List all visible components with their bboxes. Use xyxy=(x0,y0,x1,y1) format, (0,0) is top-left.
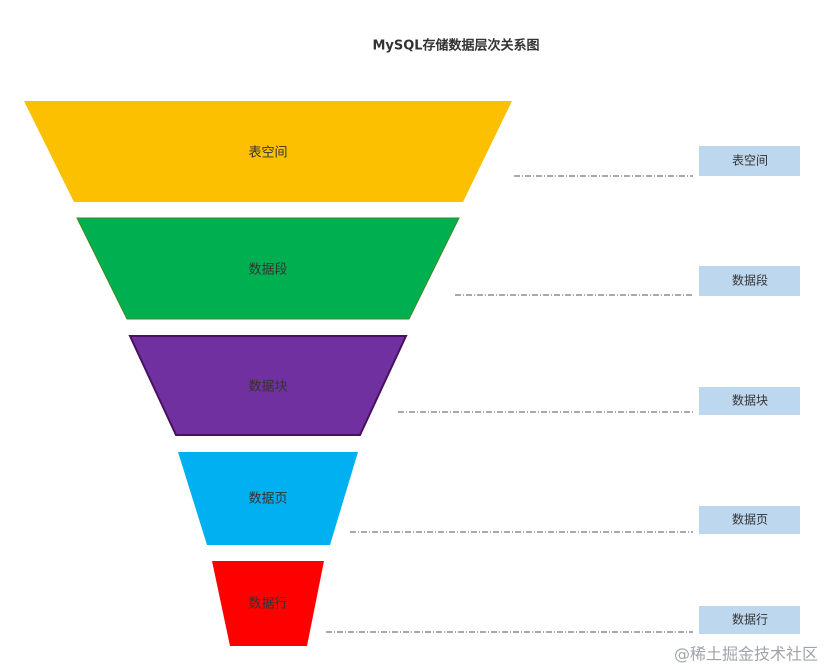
tag-box xyxy=(699,387,800,415)
tag-label: 数据页 xyxy=(732,512,768,527)
segment-label: 数据行 xyxy=(248,597,287,612)
tag-box xyxy=(699,266,800,296)
segment-label: 数据块 xyxy=(248,380,287,395)
segment-label: 表空间 xyxy=(248,146,287,161)
funnel-segment xyxy=(24,101,512,202)
funnel-segment xyxy=(178,452,358,545)
watermark: @稀土掘金技术社区 xyxy=(674,645,818,664)
tag-label: 数据块 xyxy=(732,393,768,408)
funnel-segment xyxy=(128,335,408,436)
level: 数据行 数据行 xyxy=(212,561,800,646)
level: 表空间 表空间 xyxy=(24,101,800,202)
tag-box xyxy=(699,146,800,176)
funnel-segment xyxy=(76,217,460,320)
tag-label: 表空间 xyxy=(732,154,768,168)
segment-label: 数据段 xyxy=(248,263,287,278)
tag-label: 数据行 xyxy=(732,612,768,627)
tag-box xyxy=(699,506,800,534)
tag-box xyxy=(699,606,800,634)
level: 数据页 数据页 xyxy=(178,452,800,545)
level: 数据块 数据块 xyxy=(128,335,800,436)
level: 数据段 数据段 xyxy=(76,217,800,320)
funnel-segment xyxy=(212,561,324,646)
segment-label: 数据页 xyxy=(248,492,287,507)
tag-label: 数据段 xyxy=(732,273,768,288)
title: MySQL存储数据层次关系图 xyxy=(372,38,539,54)
